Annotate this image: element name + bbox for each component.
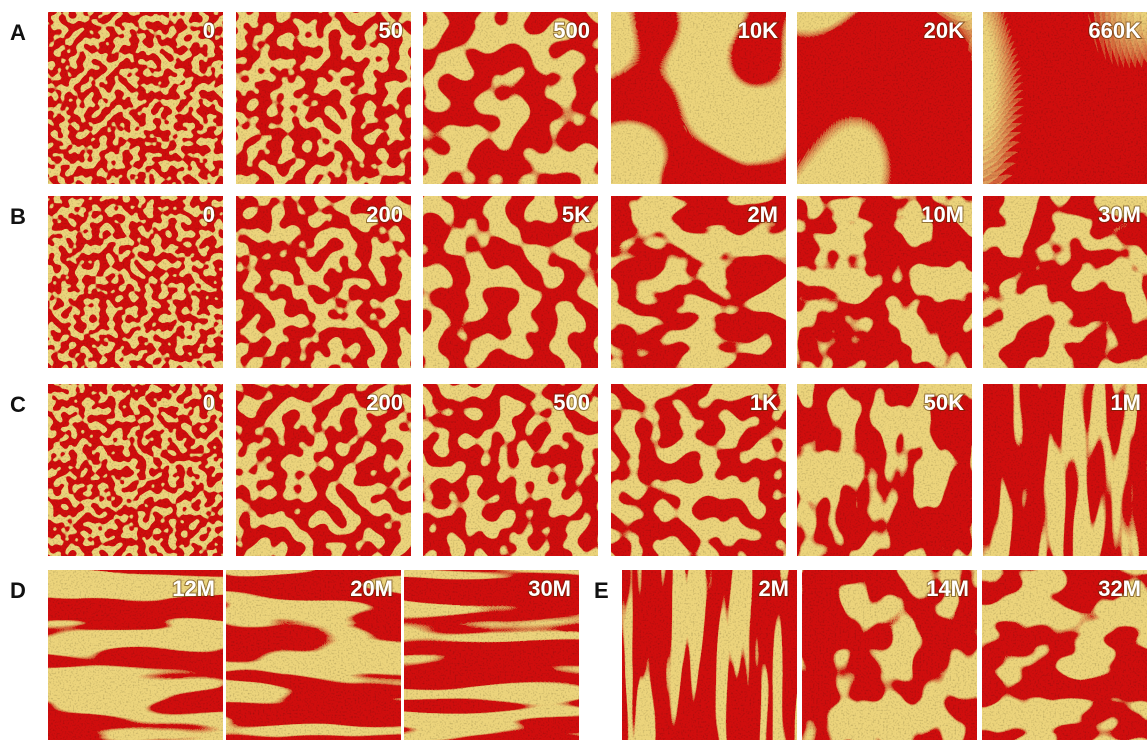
panel-time-label: 0 xyxy=(203,390,215,415)
panel-time-label: 20M xyxy=(350,576,393,601)
panel-time-label: 20K xyxy=(924,18,964,43)
panel-time-label: 200 xyxy=(366,202,403,227)
panel-time-label: 1K xyxy=(750,390,778,415)
simulation-panel xyxy=(48,196,223,368)
panel-time-label: 50K xyxy=(924,390,964,415)
panel-time-label: 500 xyxy=(553,390,590,415)
simulation-panel xyxy=(48,12,223,184)
panel-time-label: 10M xyxy=(921,202,964,227)
panel-time-label: 30M xyxy=(1098,202,1141,227)
row-label: B xyxy=(10,204,26,229)
row-label: E xyxy=(594,578,609,603)
panel-time-label: 2M xyxy=(747,202,778,227)
panel-time-label: 0 xyxy=(203,202,215,227)
row-label: D xyxy=(10,578,26,603)
panel-time-label: 50 xyxy=(379,18,403,43)
figure: A 0 50 500 10K 20K 660K B 0 200 5K 2M 10M 30M C 0 200 500… xyxy=(0,0,1147,740)
panel-time-label: 12M xyxy=(172,576,215,601)
row-label: C xyxy=(10,392,26,417)
panel-time-label: 5K xyxy=(562,202,590,227)
panel-time-label: 14M xyxy=(926,576,969,601)
panel-time-label: 32M xyxy=(1098,576,1141,601)
panel-time-label: 500 xyxy=(553,18,590,43)
simulation-panel xyxy=(48,384,223,556)
panel-time-label: 1M xyxy=(1110,390,1141,415)
panel-time-label: 0 xyxy=(203,18,215,43)
panel-time-label: 30M xyxy=(528,576,571,601)
panel-time-label: 660K xyxy=(1088,18,1141,43)
panel-time-label: 200 xyxy=(366,390,403,415)
panel-time-label: 2M xyxy=(758,576,789,601)
panel-time-label: 10K xyxy=(738,18,778,43)
row-label: A xyxy=(10,20,26,45)
